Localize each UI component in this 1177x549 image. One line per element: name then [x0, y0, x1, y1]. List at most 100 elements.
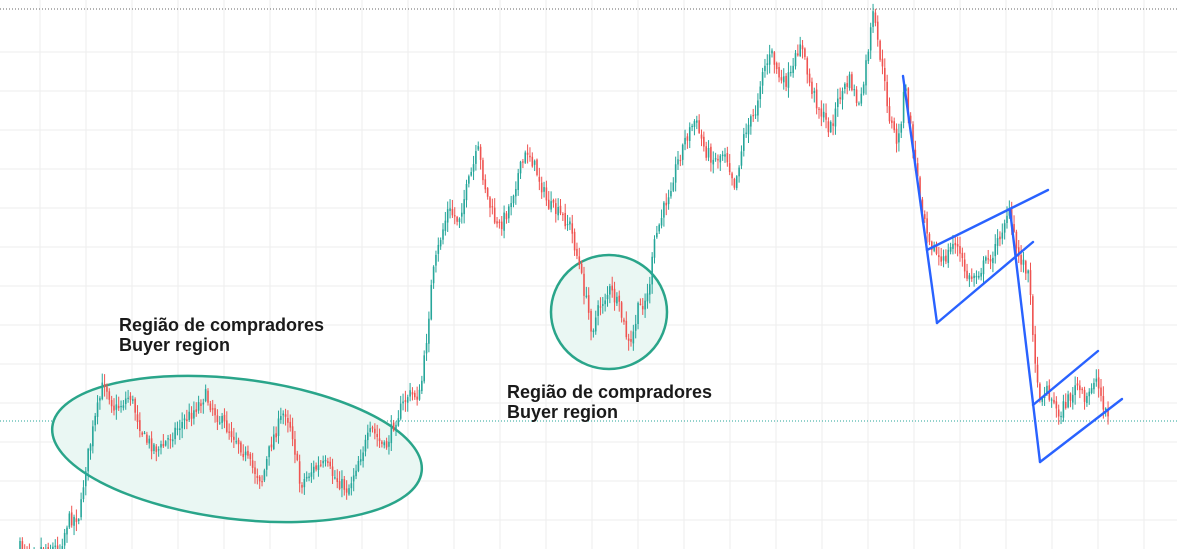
candle-body	[529, 155, 531, 158]
candle-body	[569, 221, 571, 225]
candle-body	[632, 331, 635, 344]
candle-body	[249, 453, 252, 460]
candle-body	[395, 424, 397, 431]
candle-body	[174, 427, 176, 440]
candle-body	[484, 179, 487, 190]
candle-body	[916, 163, 919, 177]
candle-body	[341, 478, 343, 489]
candle-body	[747, 124, 750, 135]
candle-body	[442, 229, 444, 240]
candle-body	[571, 223, 574, 234]
candle-body	[1088, 391, 1091, 397]
candle-body	[331, 466, 334, 476]
candle-body	[959, 246, 961, 254]
candle-body	[416, 396, 418, 400]
candle-body	[167, 438, 169, 440]
candle-body	[230, 431, 233, 438]
candle-body	[61, 546, 64, 549]
candle-body	[223, 414, 226, 422]
candle-body	[867, 51, 870, 62]
candle-body	[489, 197, 491, 208]
candle-body	[150, 438, 153, 452]
candle-body	[743, 134, 745, 151]
candle-body	[874, 12, 877, 23]
candle-body	[305, 476, 308, 479]
candle-body	[320, 464, 322, 466]
candle-body	[322, 460, 324, 464]
candle-body	[978, 275, 980, 278]
candle-body	[928, 234, 931, 243]
candle-body	[775, 62, 778, 70]
candle-body	[425, 343, 428, 354]
candle-body	[975, 275, 978, 278]
candle-body	[768, 54, 771, 65]
candle-body	[470, 171, 472, 176]
candle-body	[771, 50, 773, 54]
candle-body	[865, 60, 867, 86]
candle-body	[1001, 232, 1004, 239]
candle-body	[1083, 389, 1086, 402]
candle-body	[721, 154, 724, 157]
candle-body	[940, 256, 942, 262]
candle-body	[587, 295, 590, 313]
candle-body	[712, 159, 715, 165]
candle-body	[195, 409, 198, 412]
candle-body	[226, 420, 228, 432]
candle-body	[576, 248, 578, 256]
candle-body	[656, 232, 658, 238]
candle-body	[989, 259, 992, 262]
candle-body	[367, 432, 369, 441]
candle-body	[463, 199, 465, 215]
annotation-buyer-region-1: Região de compradores Buyer region	[119, 315, 324, 355]
candle-body	[985, 257, 987, 261]
candle-body	[378, 438, 381, 442]
candle-body	[834, 108, 837, 127]
candle-body	[115, 404, 118, 410]
candle-body	[94, 415, 96, 426]
candle-body	[994, 244, 997, 257]
candle-body	[526, 152, 529, 155]
candle-body	[837, 98, 839, 108]
candle-body	[646, 293, 649, 302]
annotation-line-english: Buyer region	[507, 402, 619, 422]
candle-body	[75, 518, 78, 522]
candle-body	[820, 108, 823, 117]
candle-body	[982, 260, 985, 275]
candle-body	[698, 120, 700, 133]
candle-body	[444, 220, 447, 231]
candle-body	[719, 155, 722, 163]
candle-body	[510, 203, 512, 208]
candle-body	[465, 184, 468, 201]
candle-body	[315, 465, 317, 470]
candle-body	[559, 205, 562, 214]
candle-body	[759, 86, 762, 100]
candle-body	[613, 288, 616, 303]
candle-body	[778, 67, 780, 78]
candle-body	[312, 466, 315, 473]
candle-body	[21, 541, 24, 549]
candle-body	[630, 339, 632, 342]
candle-body	[670, 191, 672, 197]
candle-body	[80, 499, 82, 518]
candle-body	[935, 245, 938, 254]
candle-body	[750, 116, 752, 127]
candle-body	[893, 121, 895, 131]
candle-body	[961, 252, 964, 259]
candle-body	[787, 72, 790, 88]
candle-body	[1069, 393, 1072, 401]
candle-body	[96, 402, 99, 417]
candle-body	[799, 44, 801, 57]
candle-body	[479, 146, 482, 160]
candle-body	[388, 441, 390, 447]
candle-body	[691, 125, 693, 128]
candle-body	[651, 256, 653, 285]
candle-body	[547, 199, 550, 209]
candle-body	[907, 88, 910, 116]
candle-body	[242, 453, 245, 458]
candle-body	[374, 428, 376, 434]
candle-body	[766, 63, 769, 65]
candle-body	[761, 72, 764, 86]
candle-body	[1107, 408, 1109, 417]
trendline	[1008, 208, 1042, 464]
candle-body	[1025, 261, 1027, 274]
